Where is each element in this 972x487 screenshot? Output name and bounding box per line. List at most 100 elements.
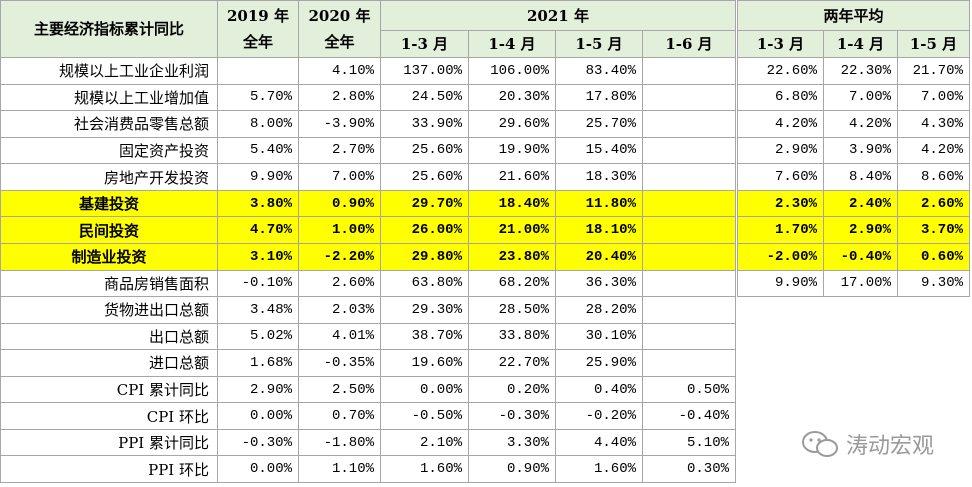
value-cell: 0.70% [298, 402, 381, 430]
value-cell [642, 83, 736, 112]
value-cell: 30.10% [555, 322, 643, 351]
period-header: 1-3 月 [380, 30, 469, 58]
avg-cell: 17.00% [823, 269, 898, 298]
year-header-top: 2019 年 [227, 7, 289, 25]
value-cell: 2.03% [298, 296, 381, 324]
row-label: PPI 累计同比 [0, 428, 218, 457]
value-cell [642, 57, 736, 85]
value-cell: 0.40% [555, 375, 643, 404]
value-cell: 11.80% [555, 189, 643, 218]
value-cell: 29.60% [468, 110, 556, 138]
value-cell: 25.60% [380, 163, 469, 191]
value-cell: 63.80% [380, 269, 469, 298]
year-header-top: 2020 年 [308, 7, 371, 25]
period-header: 1-6 月 [642, 30, 736, 58]
value-cell: 18.10% [555, 216, 643, 244]
value-cell [642, 189, 736, 218]
value-cell: 18.30% [555, 163, 643, 191]
avg-cell: 21.70% [897, 57, 970, 85]
value-cell: 0.30% [642, 455, 736, 483]
value-cell: 19.90% [468, 136, 556, 165]
avg-cell: 9.30% [897, 269, 970, 298]
value-cell: 0.00% [217, 402, 299, 430]
value-cell: 29.80% [380, 242, 469, 271]
avg-cell: 4.20% [897, 136, 970, 165]
value-cell: 4.10% [298, 57, 381, 85]
row-label: CPI 环比 [0, 402, 218, 430]
row-label: 商品房销售面积 [0, 269, 218, 298]
period-header: 1-5 月 [897, 30, 970, 58]
value-cell: 1.60% [555, 455, 643, 483]
value-cell: 4.40% [555, 428, 643, 457]
value-cell: 2.90% [217, 375, 299, 404]
value-cell: 29.70% [380, 189, 469, 218]
value-cell: 2.70% [298, 136, 381, 165]
avg-cell: 8.40% [823, 163, 898, 191]
value-cell: 3.80% [217, 189, 299, 218]
value-cell: 33.80% [468, 322, 556, 351]
value-cell: 137.00% [380, 57, 469, 85]
value-cell: 23.80% [468, 242, 556, 271]
value-cell: 33.90% [380, 110, 469, 138]
value-cell: 1.00% [298, 216, 381, 244]
value-cell: 106.00% [468, 57, 556, 85]
group-header: 2021 年 [380, 0, 736, 31]
value-cell: 22.70% [468, 349, 556, 377]
value-cell: 0.00% [380, 375, 469, 404]
value-cell [642, 242, 736, 271]
value-cell: 20.30% [468, 83, 556, 112]
avg-cell: 1.70% [737, 216, 824, 244]
value-cell: 0.90% [468, 455, 556, 483]
year-header: 2020 年全年 [298, 0, 381, 58]
value-cell: 28.50% [468, 296, 556, 324]
row-label: 规模以上工业增加值 [0, 83, 218, 112]
value-cell: 25.90% [555, 349, 643, 377]
value-cell [642, 349, 736, 377]
avg-cell: 8.60% [897, 163, 970, 191]
value-cell: -2.20% [298, 242, 381, 271]
value-cell: 5.02% [217, 322, 299, 351]
avg-cell: 4.20% [737, 110, 824, 138]
row-label: PPI 环比 [0, 455, 218, 483]
row-label: 房地产开发投资 [0, 163, 218, 191]
period-header: 1-4 月 [468, 30, 556, 58]
wechat-icon [802, 431, 838, 457]
value-cell: 17.80% [555, 83, 643, 112]
value-cell [642, 296, 736, 324]
value-cell: 2.80% [298, 83, 381, 112]
value-cell: 4.70% [217, 216, 299, 244]
value-cell: 0.50% [642, 375, 736, 404]
row-label: 规模以上工业企业利润 [0, 57, 218, 85]
value-cell [217, 57, 299, 85]
value-cell: 2.60% [298, 269, 381, 298]
avg-cell: 22.30% [823, 57, 898, 85]
value-cell: -1.80% [298, 428, 381, 457]
avg-cell: 7.00% [823, 83, 898, 112]
value-cell: 0.20% [468, 375, 556, 404]
value-cell: 25.70% [555, 110, 643, 138]
value-cell [642, 269, 736, 298]
value-cell: 21.00% [468, 216, 556, 244]
group-header: 两年平均 [737, 0, 970, 31]
value-cell: 21.60% [468, 163, 556, 191]
value-cell: 0.00% [217, 455, 299, 483]
corner-header: 主要经济指标累计同比 [0, 0, 218, 58]
value-cell [642, 163, 736, 191]
row-label: 固定资产投资 [0, 136, 218, 165]
value-cell: 7.00% [298, 163, 381, 191]
value-cell: 5.70% [217, 83, 299, 112]
value-cell: -3.90% [298, 110, 381, 138]
value-cell: 25.60% [380, 136, 469, 165]
value-cell: 5.10% [642, 428, 736, 457]
value-cell [642, 136, 736, 165]
value-cell [642, 322, 736, 351]
row-label: 制造业投资 [0, 242, 218, 271]
value-cell: 29.30% [380, 296, 469, 324]
year-header: 2019 年全年 [217, 0, 299, 58]
value-cell: 3.30% [468, 428, 556, 457]
avg-cell: 2.90% [823, 216, 898, 244]
value-cell: 18.40% [468, 189, 556, 218]
value-cell: 68.20% [468, 269, 556, 298]
year-header-bottom: 全年 [324, 33, 355, 51]
avg-cell: 4.20% [823, 110, 898, 138]
